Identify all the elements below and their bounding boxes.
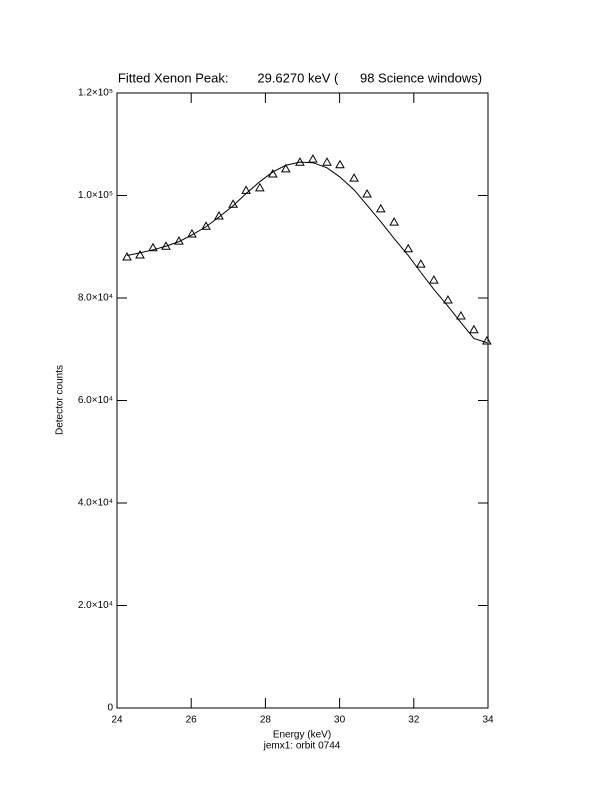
y-tick-label: 6.0×10⁴ xyxy=(78,395,113,406)
data-point xyxy=(295,157,305,166)
data-point xyxy=(375,203,386,213)
data-point xyxy=(469,324,479,334)
y-tick-label: 8.0×10⁴ xyxy=(78,293,113,304)
data-point xyxy=(389,217,399,226)
data-point xyxy=(280,163,291,173)
y-axis-label: Detector counts xyxy=(55,365,66,435)
x-tick-label: 32 xyxy=(408,715,420,726)
y-tick-label: 0 xyxy=(107,703,113,714)
fit-line xyxy=(126,161,488,344)
x-tick-label: 30 xyxy=(334,715,346,726)
data-point xyxy=(362,188,372,198)
x-tick-label: 34 xyxy=(482,715,494,726)
data-point xyxy=(415,259,426,268)
x-tick-label: 26 xyxy=(186,715,198,726)
data-point xyxy=(349,173,359,182)
x-tick-label: 28 xyxy=(260,715,272,726)
data-point xyxy=(122,251,132,261)
y-tick-label: 1.2×10⁵ xyxy=(78,88,113,99)
chart-title: Fitted Xenon Peak: 29.6270 keV ( 98 Scie… xyxy=(118,70,482,85)
data-point xyxy=(322,157,332,166)
y-tick-label: 2.0×10⁴ xyxy=(78,600,113,611)
data-point xyxy=(335,159,345,169)
data-point xyxy=(482,336,492,345)
data-point xyxy=(403,243,414,253)
data-point xyxy=(254,182,265,192)
data-point xyxy=(308,154,318,163)
y-tick-label: 4.0×10⁴ xyxy=(78,498,113,509)
data-point xyxy=(135,249,145,259)
data-point xyxy=(443,295,453,304)
data-point xyxy=(148,242,158,252)
footnote: jemx1: orbit 0744 xyxy=(263,741,341,752)
data-point xyxy=(456,310,466,320)
x-axis-label: Energy (keV) xyxy=(273,730,331,741)
x-tick-label: 24 xyxy=(111,715,123,726)
data-point xyxy=(428,275,439,284)
y-tick-label: 1.0×10⁵ xyxy=(78,190,113,201)
